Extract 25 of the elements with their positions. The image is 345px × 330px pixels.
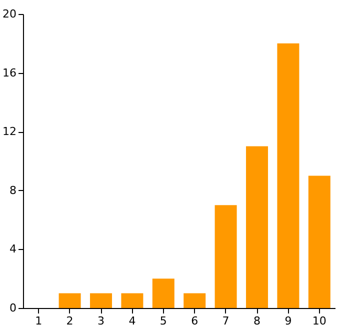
x-tick-label: 1: [35, 314, 42, 328]
bar: [121, 293, 144, 308]
bar: [246, 146, 268, 308]
x-tick-label: 10: [312, 314, 326, 328]
y-tick-label: 4: [10, 242, 16, 256]
y-tick-label: 12: [2, 125, 16, 138]
x-tick-label: 9: [284, 314, 292, 328]
bar: [58, 293, 81, 308]
x-tick-label: 6: [191, 314, 198, 328]
y-tick-label: 8: [10, 184, 16, 197]
bar: [308, 176, 330, 308]
y-tick-label: 16: [2, 66, 16, 80]
x-tick-label: 4: [128, 314, 136, 328]
y-tick-label: 0: [10, 302, 16, 314]
x-tick-label: 7: [222, 314, 230, 328]
bar: [152, 278, 174, 308]
bar: [184, 293, 206, 308]
x-tick-label: 5: [160, 314, 167, 328]
x-tick-label: 2: [66, 314, 74, 328]
x-tick-label: 3: [98, 314, 104, 328]
bar: [214, 205, 237, 308]
bar: [277, 43, 300, 308]
x-tick-label: 8: [254, 314, 260, 328]
y-tick-label: 20: [2, 8, 16, 20]
bar: [90, 293, 112, 308]
